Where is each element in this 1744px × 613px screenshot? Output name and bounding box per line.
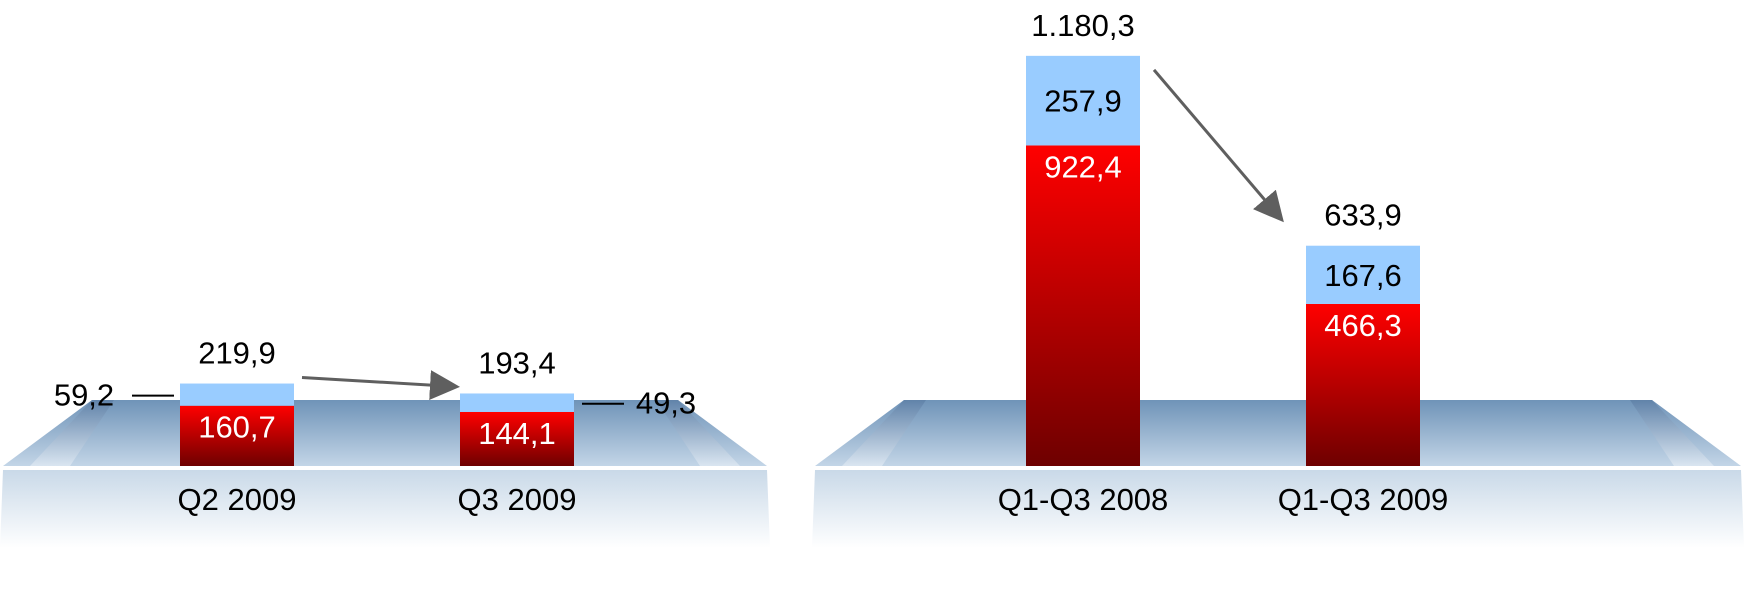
bar-upper-1	[180, 383, 294, 406]
data-label-lower-2: 466,3	[1324, 308, 1402, 343]
bar-upper-2	[460, 393, 574, 412]
total-label-1: 219,9	[198, 336, 276, 371]
total-label-2: 633,9	[1324, 198, 1402, 233]
platform-base	[812, 470, 1744, 548]
data-label-lower-1: 160,7	[198, 410, 276, 445]
platform-side-right	[1630, 400, 1714, 466]
platform-side-right	[656, 400, 740, 466]
trend-arrow	[1152, 68, 1284, 223]
data-label-upper-1: 257,9	[1044, 84, 1122, 119]
bar-lower-1	[1026, 145, 1140, 466]
platform-top	[815, 400, 1741, 466]
data-label-upper-2: 49,3	[636, 386, 696, 421]
category-label-2: Q3 2009	[458, 482, 577, 517]
bar-upper-1	[1026, 55, 1140, 146]
platform-base	[0, 470, 770, 548]
category-label-1: Q1-Q3 2008	[998, 482, 1169, 517]
bar-upper-2	[1306, 245, 1420, 304]
bar-lower-2	[460, 411, 574, 466]
bar-lower-1	[180, 405, 294, 466]
bar-lower-2	[1306, 303, 1420, 466]
data-label-lower-1: 922,4	[1044, 149, 1122, 184]
data-label-upper-1: 59,2	[54, 378, 114, 413]
chart-panel-1: 160,7 59,2 219,9 Q2 2009 144,1 49,3 193,4 Q3 20…	[0, 336, 770, 548]
category-label-1: Q2 2009	[178, 482, 297, 517]
total-label-2: 193,4	[478, 345, 556, 380]
total-label-1: 1.180,3	[1031, 8, 1134, 43]
platform-side-left	[842, 400, 926, 466]
chart-panel-2: 922,4 257,9 1.180,3 Q1-Q3 2008 466,3 167,6 633…	[812, 8, 1744, 548]
category-label-2: Q1-Q3 2009	[1278, 482, 1449, 517]
data-label-upper-2: 167,6	[1324, 258, 1402, 293]
trend-arrow	[301, 370, 460, 401]
data-label-lower-2: 144,1	[478, 416, 556, 451]
platform-side-left	[30, 400, 114, 466]
